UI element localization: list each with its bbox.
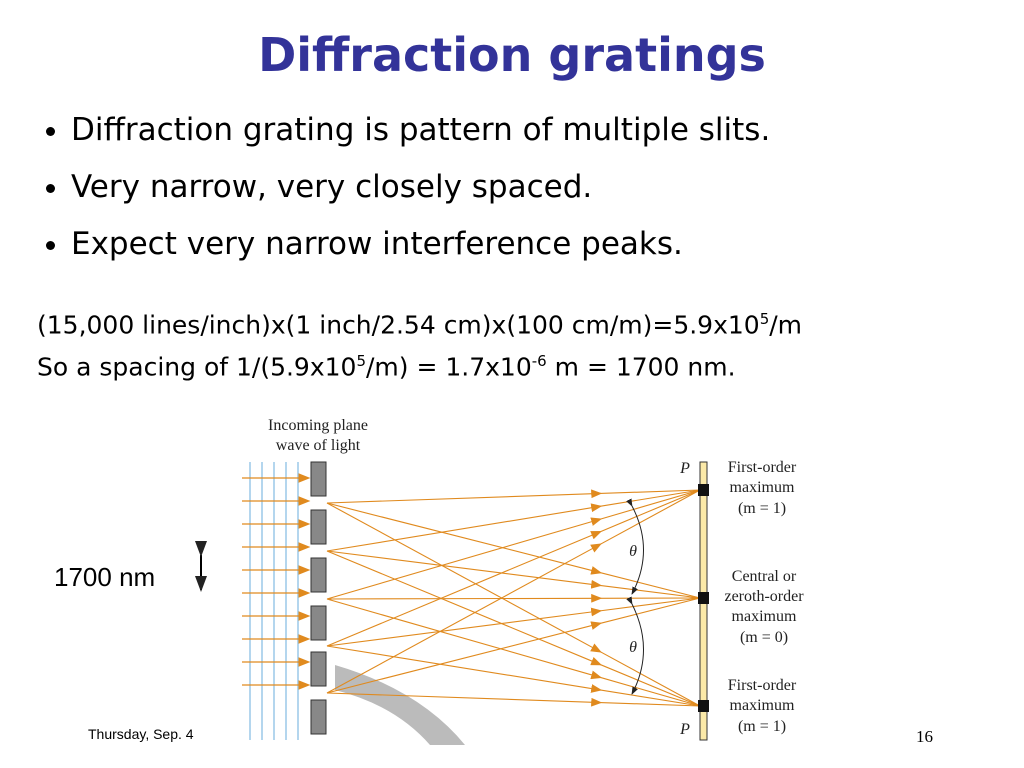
ray [599, 651, 701, 707]
figure-label: Incoming plane [268, 417, 368, 434]
figure-label: (m = 1) [738, 718, 786, 735]
calc-text: /m [769, 310, 803, 340]
ray [599, 489, 701, 545]
calc-sup: -6 [531, 352, 547, 370]
slit-bar [310, 605, 327, 641]
figure-label: maximum [730, 697, 795, 714]
figure-label: (m = 0) [740, 629, 788, 646]
calc-sup: 5 [356, 352, 366, 370]
ray [326, 621, 603, 694]
ray [599, 489, 701, 533]
calc-text: (15,000 lines/inch)x(1 inch/2.54 cm)x(10… [37, 310, 760, 340]
ray [326, 517, 603, 600]
figure-label: First-order [728, 459, 797, 476]
grating [310, 461, 327, 735]
figure-label: wave of light [276, 437, 361, 454]
figure-label: maximum [732, 608, 797, 625]
figure-label: maximum [730, 479, 795, 496]
ray [599, 676, 701, 707]
ray [326, 503, 603, 552]
ray [326, 607, 603, 647]
ray [326, 692, 603, 707]
slit-bar [310, 557, 327, 593]
calc-line: So a spacing of 1/(5.9x105/m) = 1.7x10-6… [37, 352, 736, 381]
figure-label: zeroth-order [724, 588, 804, 605]
figure-label: First-order [728, 677, 797, 694]
calc-text: So a spacing of 1/(5.9x10 [37, 352, 357, 382]
slit-bar [310, 699, 327, 735]
slit-bar [310, 651, 327, 687]
page-number: 16 [916, 727, 933, 746]
calc-text: /m) = 1.7x10 [365, 352, 532, 382]
ray [326, 645, 603, 693]
slit-bar [310, 461, 327, 497]
bullet: Diffraction grating is pattern of multip… [71, 108, 770, 165]
figure-label: θ [629, 543, 637, 560]
calc-sup: 5 [759, 310, 770, 328]
slide-title: Diffraction gratings [258, 28, 766, 82]
ray [326, 489, 603, 504]
calc-text: m = 1700 nm. [546, 352, 736, 382]
bullet: Very narrow, very closely spaced. [71, 165, 770, 222]
angle-arc [626, 596, 644, 695]
ray [326, 502, 602, 653]
footer-date: Thursday, Sep. 4 [88, 726, 194, 742]
ray [326, 593, 603, 603]
bullet-list: Diffraction grating is pattern of multip… [35, 108, 770, 279]
calc-line: (15,000 lines/inch)x(1 inch/2.54 cm)x(10… [37, 310, 802, 339]
ray [326, 550, 603, 589]
ray [599, 584, 701, 599]
ray [599, 571, 701, 599]
maximum-mark [698, 700, 709, 712]
ray [326, 598, 603, 680]
wavefronts [242, 462, 311, 740]
figure-label: (m = 1) [738, 500, 786, 517]
rays [326, 489, 701, 707]
ray [599, 489, 701, 495]
figure-label: θ [629, 639, 637, 656]
bullet: Expect very narrow interference peaks. [71, 222, 770, 279]
ray [326, 550, 603, 666]
ray [599, 663, 701, 707]
maximum-mark [698, 484, 709, 496]
spacing-label: 1700 nm [54, 562, 156, 592]
ray [599, 701, 701, 707]
angle-arc [626, 498, 644, 595]
ray [599, 597, 701, 612]
maximum-mark [698, 592, 709, 604]
shadow-arrow [335, 665, 465, 745]
ray [326, 502, 603, 575]
figure-label: P [679, 721, 690, 738]
figure-label: P [679, 460, 690, 477]
ray [599, 689, 701, 707]
ray [599, 597, 701, 625]
ray [599, 489, 701, 520]
ray [326, 543, 602, 694]
ray [326, 530, 603, 647]
figure-label: Central or [732, 568, 797, 585]
slit-bar [310, 509, 327, 545]
ray [599, 489, 701, 507]
